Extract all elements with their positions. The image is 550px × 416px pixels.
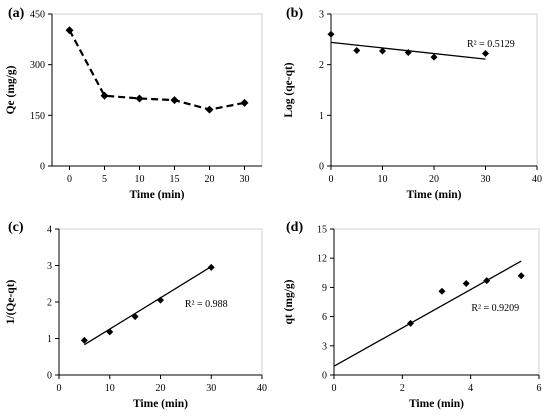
y-axis-title: qt (mg/g) xyxy=(283,279,295,324)
x-tick-label: 40 xyxy=(257,383,267,394)
data-point xyxy=(379,47,386,55)
y-tick-label: 2 xyxy=(319,60,324,71)
data-point xyxy=(353,46,361,54)
y-tick-label: 15 xyxy=(317,225,327,236)
plot-area xyxy=(333,228,540,376)
data-point xyxy=(80,336,88,344)
plot-area xyxy=(51,13,263,167)
x-tick-label: 10 xyxy=(105,383,115,394)
r-squared-annotation: R² = 0.9209 xyxy=(471,303,519,314)
panel-label: (d) xyxy=(286,220,303,235)
panel-label: (c) xyxy=(8,220,24,235)
y-tick-label: 9 xyxy=(322,283,327,294)
x-axis-title: Time (min) xyxy=(129,189,184,201)
data-point xyxy=(65,26,74,35)
y-tick-label: 1 xyxy=(319,111,324,122)
data-point xyxy=(207,263,215,271)
x-tick-label: 5 xyxy=(102,174,107,185)
x-tick-label: 4 xyxy=(468,383,473,394)
panel-label: (b) xyxy=(286,6,303,21)
trendline xyxy=(84,266,212,346)
y-tick-label: 0 xyxy=(319,162,324,173)
y-axis-title: Qe (mg/g) xyxy=(5,65,17,114)
y-tick-label: 0 xyxy=(322,371,327,382)
x-tick-label: 15 xyxy=(170,174,180,185)
x-tick-label: 20 xyxy=(156,383,166,394)
y-tick-label: 3 xyxy=(47,261,52,272)
x-tick-label: 40 xyxy=(532,174,542,185)
r-squared-annotation: R² = 0.5129 xyxy=(467,39,515,50)
data-point xyxy=(100,91,109,100)
data-point xyxy=(205,105,214,114)
r-squared-annotation: R² = 0.988 xyxy=(185,299,228,310)
data-point xyxy=(483,277,491,285)
y-tick-label: 2 xyxy=(47,298,52,309)
y-tick-label: 150 xyxy=(30,111,45,122)
data-point xyxy=(327,30,335,38)
y-tick-label: 1 xyxy=(47,334,52,345)
data-point xyxy=(106,328,114,336)
x-axis-title: Time (min) xyxy=(133,398,188,410)
trendline xyxy=(333,260,522,367)
x-tick-label: 0 xyxy=(57,383,62,394)
panel-label: (a) xyxy=(8,6,25,21)
data-point xyxy=(135,94,144,103)
x-axis-title: Time (min) xyxy=(406,189,461,201)
y-tick-label: 450 xyxy=(30,10,45,21)
series-line xyxy=(68,29,245,111)
chart-panel-1: 0 150 300 450 0 5 10 15 20 30 Time (min) Qe (mg/g) (… xyxy=(5,6,263,201)
chart-panel-4: 0 3 6 9 12 15 0 2 4 6 Time (min) qt (mg/g) (d) R² = 0… xyxy=(283,220,542,410)
x-tick-label: 6 xyxy=(537,383,542,394)
y-tick-label: 4 xyxy=(47,225,52,236)
x-tick-label: 0 xyxy=(332,383,337,394)
x-tick-label: 30 xyxy=(240,174,250,185)
data-point xyxy=(517,272,525,280)
x-tick-label: 30 xyxy=(481,174,491,185)
x-tick-label: 0 xyxy=(67,174,72,185)
x-axis-title: Time (min) xyxy=(409,398,464,410)
y-tick-label: 12 xyxy=(317,254,327,265)
data-point xyxy=(404,49,412,57)
x-tick-label: 0 xyxy=(329,174,334,185)
data-point xyxy=(170,96,179,105)
plot-area xyxy=(330,13,538,167)
y-tick-label: 3 xyxy=(322,341,327,352)
y-tick-label: 3 xyxy=(319,10,324,21)
data-point xyxy=(240,98,249,107)
y-tick-label: 6 xyxy=(322,312,327,323)
x-tick-label: 10 xyxy=(378,174,388,185)
data-point xyxy=(407,319,415,327)
x-tick-label: 20 xyxy=(429,174,439,185)
x-tick-label: 10 xyxy=(135,174,145,185)
y-tick-label: 300 xyxy=(30,60,45,71)
data-point xyxy=(131,313,139,321)
y-axis-title: Log (qe-qt) xyxy=(283,62,295,117)
data-point xyxy=(482,50,489,58)
data-point xyxy=(430,53,438,61)
data-point xyxy=(157,296,164,304)
data-point xyxy=(438,287,446,295)
x-tick-label: 2 xyxy=(400,383,405,394)
y-tick-label: 0 xyxy=(40,162,45,173)
x-tick-label: 20 xyxy=(205,174,215,185)
x-tick-label: 30 xyxy=(206,383,216,394)
y-axis-title: 1/(Qe-qt) xyxy=(5,279,17,324)
y-tick-label: 0 xyxy=(47,371,52,382)
data-point xyxy=(462,280,470,288)
